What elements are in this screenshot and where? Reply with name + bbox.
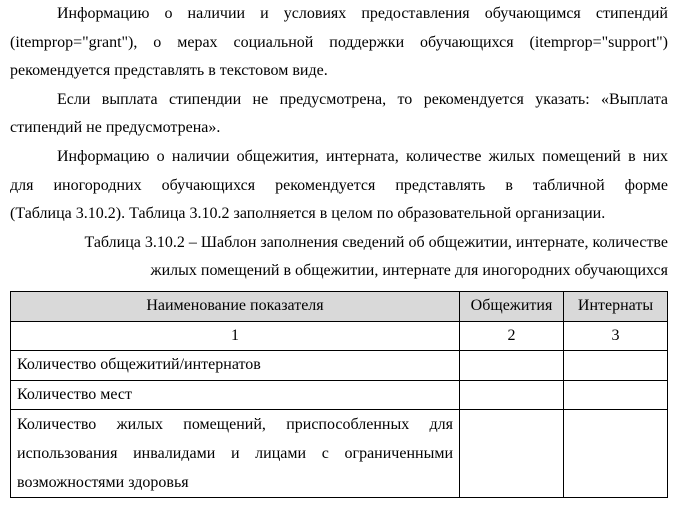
column-number: 1 xyxy=(10,320,460,351)
text-line: Информацию о наличии общежития, интернат… xyxy=(57,147,668,165)
row-label: Количество общежитий/интернатов xyxy=(10,350,460,381)
document-body: Информацию о наличии и условиях предоста… xyxy=(10,0,668,285)
text-line: (itemprop="grant"), о мерах социальной п… xyxy=(10,33,668,51)
text-line: стипендий не предусмотрена». xyxy=(10,119,221,137)
empty-cell xyxy=(563,409,668,498)
table-row: Количество мест xyxy=(10,379,668,410)
header-boarding-schools: Интернаты xyxy=(563,291,668,322)
paragraph-dormitory: Информацию о наличии общежития, интернат… xyxy=(10,143,668,229)
empty-cell xyxy=(459,350,564,381)
text-line: (Таблица 3.10.2). Таблица 3.10.2 заполня… xyxy=(10,205,606,223)
paragraph-scholarship: Информацию о наличии и условиях предоста… xyxy=(10,0,668,86)
row-label: Количество мест xyxy=(10,379,460,410)
table-caption: Таблица 3.10.2 – Шаблон заполнения сведе… xyxy=(10,229,668,285)
caption-line: жилых помещений в общежитии, интернате д… xyxy=(150,261,668,279)
header-dormitories: Общежития xyxy=(459,291,564,322)
table-row: Количество жилых помещений, приспособлен… xyxy=(10,409,668,498)
column-number: 3 xyxy=(563,320,668,351)
caption-line: Таблица 3.10.2 – Шаблон заполнения сведе… xyxy=(84,233,668,251)
row-label: Количество жилых помещений, приспособлен… xyxy=(10,409,460,498)
column-number: 2 xyxy=(459,320,564,351)
table-number-row: 1 2 3 xyxy=(10,320,668,351)
text-line: Информацию о наличии и условиях предоста… xyxy=(57,5,668,22)
text-line: рекомендуется представлять в текстовом в… xyxy=(10,62,328,80)
paragraph-no-scholarship: Если выплата стипендии не предусмотрена,… xyxy=(10,86,668,143)
dormitory-table: Наименование показателя Общежития Интерн… xyxy=(10,291,668,498)
empty-cell xyxy=(563,350,668,381)
table-row: Количество общежитий/интернатов xyxy=(10,350,668,381)
empty-cell xyxy=(459,379,564,410)
table-header-row: Наименование показателя Общежития Интерн… xyxy=(10,291,668,322)
text-line: Если выплата стипендии не предусмотрена,… xyxy=(57,90,668,108)
header-indicator: Наименование показателя xyxy=(10,291,460,322)
text-line: для иногородних обучающихся рекомендуетс… xyxy=(10,176,668,194)
empty-cell xyxy=(459,409,564,498)
empty-cell xyxy=(563,379,668,410)
